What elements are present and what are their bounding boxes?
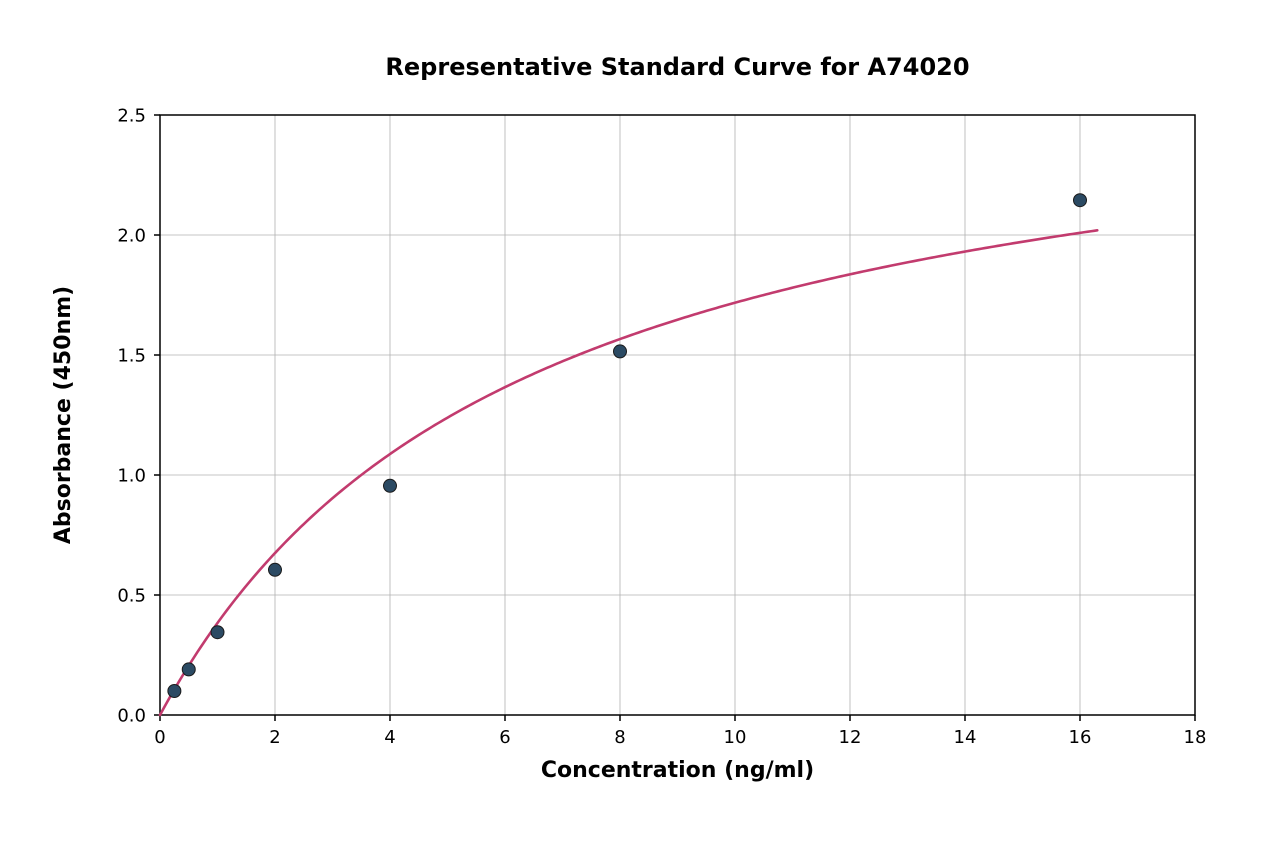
chart-background <box>0 0 1280 845</box>
xtick-label: 14 <box>954 727 977 748</box>
xtick-label: 8 <box>614 727 625 748</box>
chart-title: Representative Standard Curve for A74020 <box>385 53 969 81</box>
xtick-label: 6 <box>499 727 510 748</box>
xtick-label: 18 <box>1184 727 1207 748</box>
standard-curve-chart: 0 2 4 6 8 10 12 14 16 18 0.0 0.5 1.0 1.5 2.0 2.5 Concent… <box>0 0 1280 845</box>
data-point-marker <box>614 345 627 358</box>
chart-container: 0 2 4 6 8 10 12 14 16 18 0.0 0.5 1.0 1.5 2.0 2.5 Concent… <box>0 0 1280 845</box>
ytick-label: 2.5 <box>117 105 146 126</box>
ytick-label: 0.0 <box>117 705 146 726</box>
xtick-label: 12 <box>839 727 862 748</box>
x-axis-label: Concentration (ng/ml) <box>541 758 814 783</box>
xtick-label: 2 <box>269 727 280 748</box>
data-point-marker <box>182 663 195 676</box>
xtick-label: 4 <box>384 727 395 748</box>
data-point-marker <box>269 563 282 576</box>
xtick-label: 16 <box>1069 727 1092 748</box>
y-axis-label: Absorbance (450nm) <box>51 286 76 544</box>
data-point-marker <box>1074 194 1087 207</box>
ytick-label: 0.5 <box>117 585 146 606</box>
ytick-label: 1.5 <box>117 345 146 366</box>
data-point-marker <box>168 685 181 698</box>
xtick-label: 0 <box>154 727 165 748</box>
xtick-label: 10 <box>724 727 747 748</box>
data-point-marker <box>211 626 224 639</box>
ytick-label: 1.0 <box>117 465 146 486</box>
data-point-marker <box>384 479 397 492</box>
ytick-label: 2.0 <box>117 225 146 246</box>
